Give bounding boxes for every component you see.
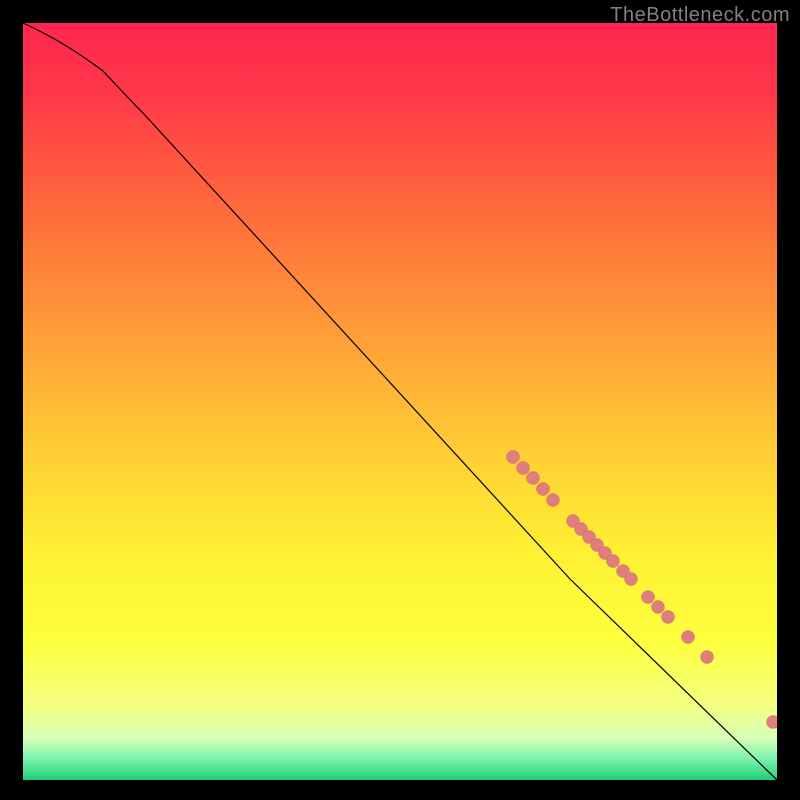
data-marker: [547, 494, 560, 507]
data-marker: [767, 716, 778, 729]
data-marker: [607, 555, 620, 568]
data-marker: [642, 591, 655, 604]
watermark-text: TheBottleneck.com: [610, 4, 790, 27]
plot-area: [23, 23, 777, 780]
data-marker: [527, 472, 540, 485]
data-marker: [507, 451, 520, 464]
bottleneck-curve: [23, 23, 777, 780]
data-marker: [662, 611, 675, 624]
data-marker: [625, 573, 638, 586]
data-marker: [701, 651, 714, 664]
data-marker: [517, 462, 530, 475]
data-markers: [507, 451, 778, 729]
curve-layer: [23, 23, 777, 780]
data-marker: [652, 601, 665, 614]
data-marker: [682, 631, 695, 644]
data-marker: [537, 483, 550, 496]
